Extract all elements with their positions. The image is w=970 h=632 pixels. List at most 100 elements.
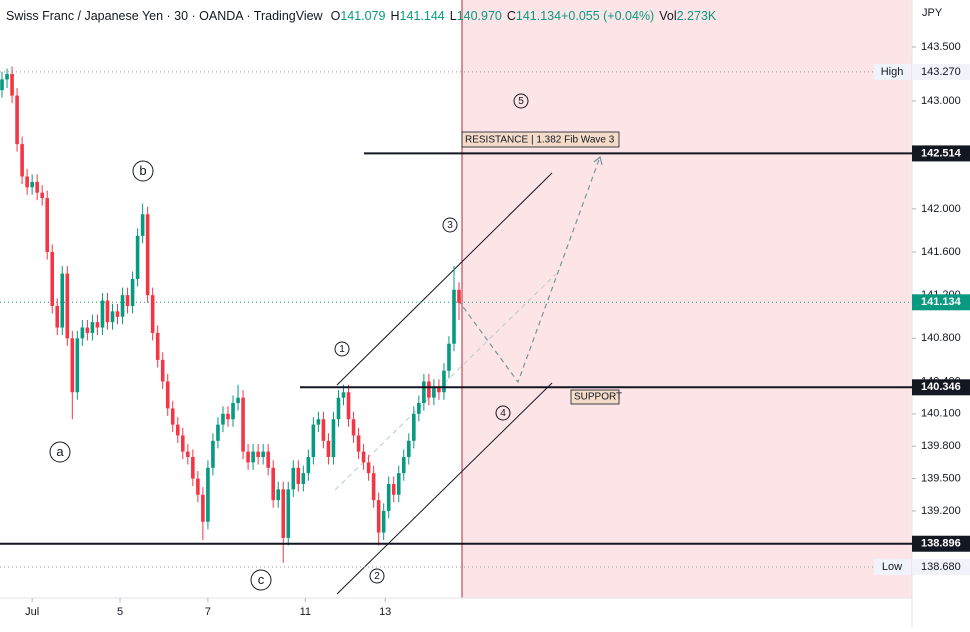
candle-body <box>206 467 210 522</box>
candle-body <box>216 424 220 441</box>
level-label-bg <box>912 145 970 162</box>
level-label: 138.896 <box>921 538 961 550</box>
ohlc-key: L <box>450 9 457 23</box>
candle-body <box>371 473 376 501</box>
wave-label: 5 <box>518 96 524 107</box>
wave-circle <box>49 441 71 463</box>
marker-label: 138.680 <box>921 561 961 573</box>
candle-body <box>316 419 321 425</box>
candle-body <box>50 252 55 306</box>
y-tick-label: 140.100 <box>921 408 961 420</box>
candle-body <box>281 489 286 538</box>
wave-circle <box>513 93 529 109</box>
ohlc-value: 2.273K <box>677 9 717 23</box>
candle-body <box>35 181 39 193</box>
candle-body <box>80 327 85 339</box>
ohlc-value: 141.079 <box>340 9 385 23</box>
candle-body <box>125 295 130 306</box>
candle-body <box>396 473 401 495</box>
candle-body <box>241 397 245 452</box>
last-price-bg <box>912 294 970 311</box>
candle-body <box>271 467 275 501</box>
level-label-bg <box>912 535 970 552</box>
level-label-bg <box>912 379 970 396</box>
candle-body <box>336 397 341 420</box>
candle-body <box>326 440 331 457</box>
candle-body <box>25 176 29 188</box>
candle-body <box>427 381 431 398</box>
candle-body <box>442 370 446 393</box>
candle-body <box>175 424 180 436</box>
ohlc-value: 141.134 <box>516 9 561 23</box>
candle-body <box>150 295 155 333</box>
candle-body <box>30 181 34 188</box>
wave-circle <box>250 569 272 591</box>
x-tick-label: Jul <box>25 606 39 618</box>
candle-body <box>422 381 426 404</box>
x-tick-label: 11 <box>300 606 311 618</box>
wave-label: c <box>258 572 265 587</box>
candle-body <box>306 456 311 474</box>
candle-body <box>276 489 281 501</box>
candle-body <box>301 473 306 484</box>
wave-label: 4 <box>500 408 506 419</box>
candle-body <box>236 397 240 404</box>
ohlc-key: H <box>391 9 400 23</box>
currency: JPY <box>922 7 943 19</box>
candle-body <box>115 311 120 317</box>
support-box <box>570 389 620 405</box>
ohlc-value: 140.970 <box>457 9 502 23</box>
header: Swiss Franc / Japanese Yen · 30 · OANDA … <box>6 9 717 23</box>
ohlc-key: O <box>331 9 341 23</box>
candle-body <box>186 451 190 457</box>
marker-label-bg <box>912 559 970 576</box>
candle-body <box>65 273 70 339</box>
candle-body <box>181 435 185 452</box>
y-tick-label: 139.500 <box>921 472 961 484</box>
candle-body <box>361 451 366 463</box>
candle-body <box>20 144 24 177</box>
candle-body <box>366 462 371 474</box>
candle-body <box>346 392 351 420</box>
marker-tag-bg <box>874 63 911 80</box>
candle-body <box>321 419 326 441</box>
candle-body <box>406 440 411 457</box>
level-label: 140.346 <box>921 381 961 393</box>
candle-body <box>85 327 90 333</box>
wave-circle <box>369 568 385 584</box>
channel-upper <box>336 172 553 386</box>
candle-body <box>246 451 250 463</box>
x-tick-label: 7 <box>205 606 211 618</box>
candle-body <box>75 338 80 393</box>
candle-body <box>266 451 270 468</box>
candle-body <box>191 456 195 479</box>
candle-body <box>432 386 436 398</box>
wave-label: 2 <box>374 571 380 582</box>
candle-body <box>140 214 145 236</box>
candle-body <box>286 489 291 538</box>
candle-body <box>417 403 421 414</box>
candle-body <box>135 235 140 279</box>
candle-body <box>331 419 336 457</box>
candle-body <box>351 419 356 436</box>
projection-arrow <box>593 155 603 166</box>
ohlc-value: 141.144 <box>400 9 445 23</box>
candle-body <box>452 289 456 344</box>
candle-body <box>311 424 316 457</box>
candle-body <box>226 413 230 420</box>
candle-body <box>95 322 100 328</box>
candle-body <box>55 305 60 328</box>
candle-body <box>170 408 175 425</box>
candle-body <box>376 500 381 533</box>
candle-body <box>165 381 170 409</box>
candle-body <box>100 300 105 328</box>
candle-body <box>15 95 19 145</box>
y-tick-label: 139.800 <box>921 440 961 452</box>
y-tick-label: 140.800 <box>921 332 961 344</box>
candle-body <box>447 343 451 371</box>
candle-body <box>155 332 160 360</box>
candle-body <box>341 392 346 398</box>
wave-circle <box>442 217 458 233</box>
y-tick-label: 141.600 <box>921 246 961 258</box>
